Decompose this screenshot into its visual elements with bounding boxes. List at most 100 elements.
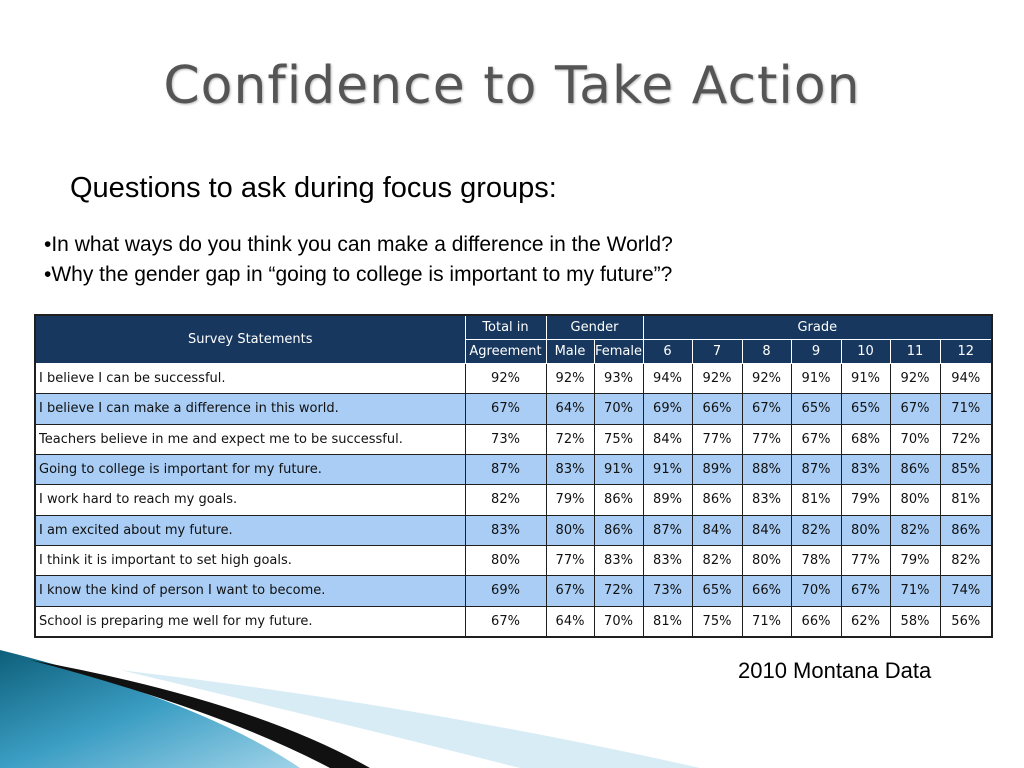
value-cell: 82%	[464, 484, 547, 516]
value-cell: 79%	[889, 544, 941, 577]
table-row: I believe I can be successful. 92% 92% 93% 9…	[34, 362, 993, 395]
header-grade-8: 8	[741, 339, 792, 364]
value-cell: 72%	[939, 423, 993, 455]
value-cell: 62%	[840, 605, 891, 638]
value-cell: 91%	[642, 453, 693, 486]
value-cell: 92%	[691, 362, 743, 395]
value-cell: 67%	[464, 605, 547, 638]
statement-cell: I believe I can make a difference in thi…	[34, 393, 466, 425]
header-female: Female	[593, 339, 644, 364]
header-grade-6: 6	[642, 339, 693, 364]
value-cell: 67%	[889, 393, 941, 425]
value-cell: 67%	[464, 393, 547, 425]
value-cell: 81%	[642, 605, 693, 638]
value-cell: 94%	[939, 362, 993, 395]
value-cell: 94%	[642, 362, 693, 395]
table-row: Teachers believe in me and expect me to …	[34, 423, 993, 455]
value-cell: 80%	[889, 484, 941, 516]
value-cell: 79%	[545, 484, 595, 516]
value-cell: 87%	[790, 453, 842, 486]
value-cell: 91%	[790, 362, 842, 395]
header-total-line1: Total in	[464, 314, 547, 340]
value-cell: 84%	[691, 514, 743, 546]
header-total-line2: Agreement	[464, 339, 547, 364]
value-cell: 89%	[642, 484, 693, 516]
statement-cell: I believe I can be successful.	[34, 362, 466, 395]
value-cell: 92%	[545, 362, 595, 395]
survey-table: Survey Statements Total in Gender Grade …	[34, 314, 994, 638]
value-cell: 69%	[642, 393, 693, 425]
value-cell: 67%	[741, 393, 792, 425]
value-cell: 84%	[741, 514, 792, 546]
header-statements: Survey Statements	[34, 314, 466, 364]
value-cell: 82%	[889, 514, 941, 546]
bullet-item: •In what ways do you think you can make …	[44, 233, 673, 256]
value-cell: 77%	[741, 423, 792, 455]
value-cell: 65%	[840, 393, 891, 425]
table-row: I believe I can make a difference in thi…	[34, 393, 993, 425]
header-male: Male	[545, 339, 595, 364]
value-cell: 93%	[593, 362, 644, 395]
value-cell: 77%	[840, 544, 891, 577]
value-cell: 80%	[741, 544, 792, 577]
swoosh-dark	[30, 660, 370, 768]
value-cell: 65%	[691, 575, 743, 607]
value-cell: 79%	[840, 484, 891, 516]
value-cell: 84%	[642, 423, 693, 455]
statement-cell: Teachers believe in me and expect me to …	[34, 423, 466, 455]
header-gender: Gender	[545, 314, 644, 340]
slide-subtitle: Questions to ask during focus groups:	[70, 172, 557, 204]
value-cell: 87%	[464, 453, 547, 486]
value-cell: 66%	[691, 393, 743, 425]
value-cell: 83%	[593, 544, 644, 577]
value-cell: 83%	[545, 453, 595, 486]
table-row: Going to college is important for my fut…	[34, 453, 993, 486]
value-cell: 64%	[545, 393, 595, 425]
header-grade-12: 12	[939, 339, 993, 364]
value-cell: 92%	[889, 362, 941, 395]
table-body: I believe I can be successful. 92% 92% 93% 9…	[34, 362, 993, 638]
header-grade-9: 9	[790, 339, 842, 364]
value-cell: 70%	[889, 423, 941, 455]
value-cell: 71%	[939, 393, 993, 425]
value-cell: 70%	[593, 605, 644, 638]
table-row: I know the kind of person I want to beco…	[34, 575, 993, 607]
data-source: 2010 Montana Data	[738, 658, 932, 683]
value-cell: 73%	[642, 575, 693, 607]
value-cell: 70%	[593, 393, 644, 425]
table-row: I think it is important to set high goal…	[34, 544, 993, 577]
header-grade-11: 11	[889, 339, 941, 364]
value-cell: 72%	[593, 575, 644, 607]
value-cell: 77%	[545, 544, 595, 577]
value-cell: 82%	[790, 514, 842, 546]
value-cell: 70%	[790, 575, 842, 607]
value-cell: 68%	[840, 423, 891, 455]
value-cell: 91%	[593, 453, 644, 486]
value-cell: 81%	[939, 484, 993, 516]
statement-cell: I know the kind of person I want to beco…	[34, 575, 466, 607]
header-grade-10: 10	[840, 339, 891, 364]
slide-title: Confidence to Take Action	[163, 56, 861, 116]
value-cell: 83%	[464, 514, 547, 546]
swoosh-teal	[0, 650, 300, 768]
value-cell: 80%	[840, 514, 891, 546]
statement-cell: I work hard to reach my goals.	[34, 484, 466, 516]
value-cell: 80%	[464, 544, 547, 577]
value-cell: 73%	[464, 423, 547, 455]
statement-cell: Going to college is important for my fut…	[34, 453, 466, 486]
value-cell: 58%	[889, 605, 941, 638]
value-cell: 71%	[741, 605, 792, 638]
value-cell: 82%	[691, 544, 743, 577]
table-row: I work hard to reach my goals. 82% 79% 86% 8…	[34, 484, 993, 516]
value-cell: 88%	[741, 453, 792, 486]
swoosh-pale	[120, 670, 700, 768]
statement-cell: I am excited about my future.	[34, 514, 466, 546]
value-cell: 83%	[642, 544, 693, 577]
table-row: I am excited about my future. 83% 80% 86% 87…	[34, 514, 993, 546]
statement-cell: I think it is important to set high goal…	[34, 544, 466, 577]
value-cell: 83%	[840, 453, 891, 486]
value-cell: 83%	[741, 484, 792, 516]
statement-cell: School is preparing me well for my futur…	[34, 605, 466, 638]
header-grade-7: 7	[691, 339, 743, 364]
value-cell: 67%	[545, 575, 595, 607]
